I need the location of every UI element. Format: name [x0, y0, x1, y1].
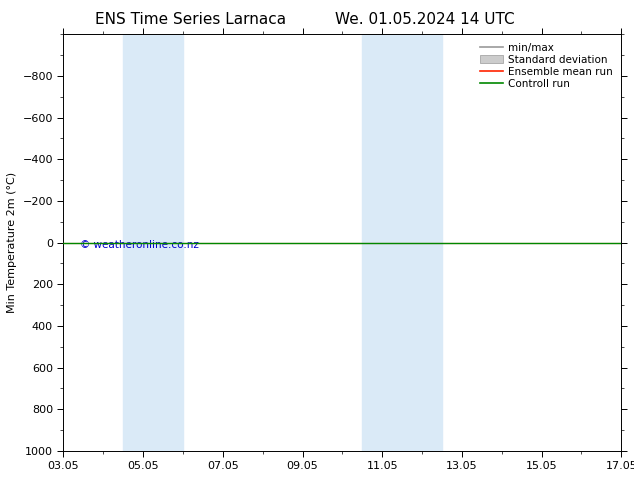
Text: We. 01.05.2024 14 UTC: We. 01.05.2024 14 UTC [335, 12, 515, 27]
Bar [123, 34, 183, 451]
Y-axis label: Min Temperature 2m (°C): Min Temperature 2m (°C) [7, 172, 17, 313]
Text: © weatheronline.co.nz: © weatheronline.co.nz [80, 241, 199, 250]
Text: ENS Time Series Larnaca: ENS Time Series Larnaca [94, 12, 286, 27]
Legend: min/max, Standard deviation, Ensemble mean run, Controll run: min/max, Standard deviation, Ensemble me… [477, 40, 616, 92]
Bar [362, 34, 442, 451]
